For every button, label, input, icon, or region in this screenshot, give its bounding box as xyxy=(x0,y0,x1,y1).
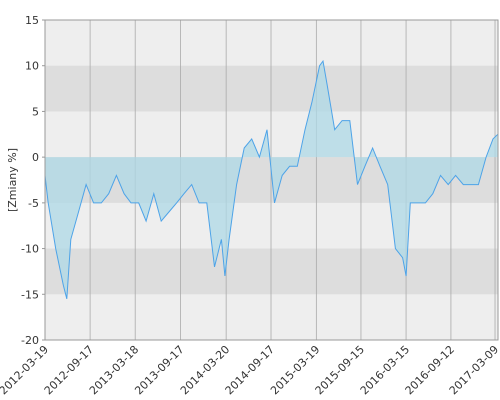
y-tick-label: -15 xyxy=(21,288,39,301)
y-tick-label: 10 xyxy=(25,60,39,73)
grid-band xyxy=(45,248,498,295)
series-line xyxy=(44,59,499,300)
y-tick-label: 15 xyxy=(25,14,39,27)
y-tick-label: -20 xyxy=(21,334,39,347)
y-axis-label: [Zmiany %] xyxy=(6,148,19,212)
area-fill xyxy=(45,61,498,299)
y-tick-label: -5 xyxy=(28,197,39,210)
plot-border xyxy=(44,19,499,341)
y-tick-label: -10 xyxy=(21,243,39,256)
grid-band xyxy=(45,65,498,112)
y-tick-label: 0 xyxy=(32,151,39,164)
y-tick-label: 5 xyxy=(32,105,39,118)
